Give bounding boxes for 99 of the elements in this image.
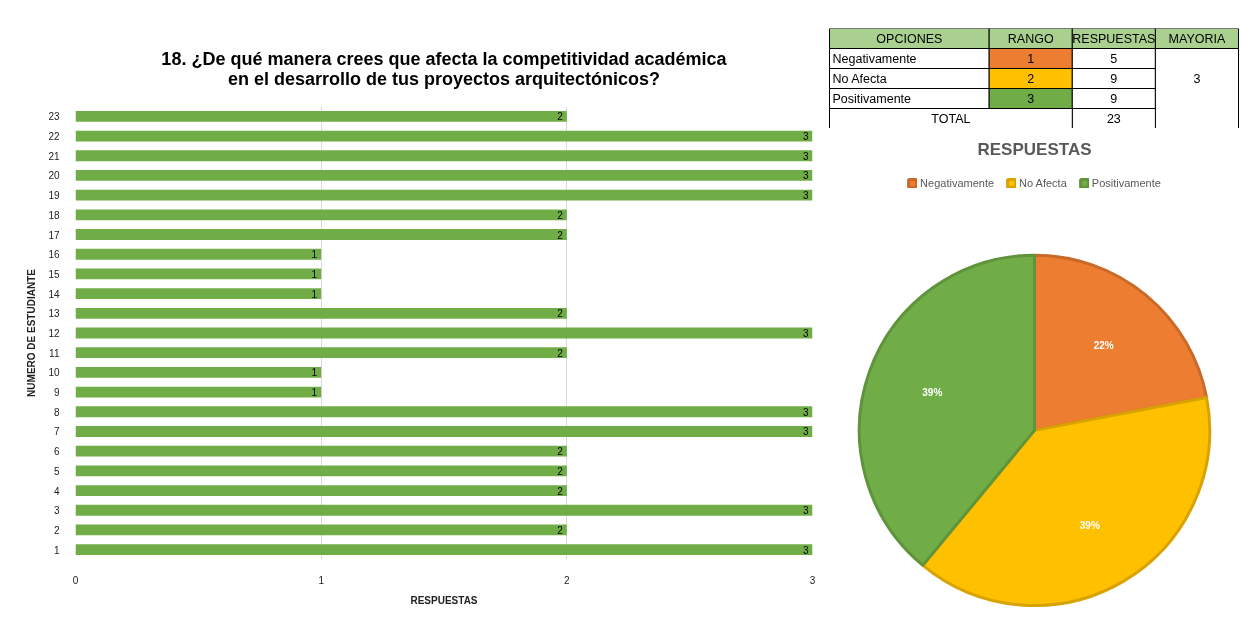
data-label: 2 (557, 229, 564, 241)
data-label: 1 (311, 288, 318, 300)
series-label: RANGO (1007, 31, 1054, 46)
bar (75, 327, 813, 339)
data-label: 9 (1110, 72, 1118, 86)
data-label: 3 (802, 131, 809, 143)
bar (75, 366, 322, 378)
bar (75, 406, 813, 418)
data-label: 1 (311, 268, 318, 280)
bar (75, 386, 322, 398)
y-tick-label: 23 (48, 111, 60, 123)
x-tick-label: 3 (809, 574, 816, 586)
y-tick-label: 9 (53, 387, 60, 399)
data-label: 2 (557, 524, 564, 536)
data-label: 22% (1093, 339, 1114, 351)
data-label: 1 (311, 249, 318, 261)
data-label: 3 (802, 150, 809, 162)
bar (75, 229, 567, 240)
bar (75, 426, 813, 437)
y-tick-label: 16 (48, 249, 60, 261)
bar (75, 445, 567, 457)
data-label: 1 (1027, 52, 1035, 66)
y-tick-label: 12 (48, 328, 60, 339)
data-label: 2 (557, 308, 564, 320)
data-label: 39% (1079, 519, 1100, 531)
y-tick-label: 5 (53, 465, 60, 477)
bar (75, 150, 813, 162)
bar (75, 268, 322, 280)
y-tick-label: 22 (48, 131, 60, 143)
data-label: 3 (802, 544, 809, 556)
legend-title: OPCIONES (876, 31, 943, 46)
legend-label: No Afecta (1019, 177, 1067, 189)
y-tick-label: 11 (49, 347, 60, 359)
bar (75, 465, 567, 477)
y-tick-label: 20 (48, 170, 60, 182)
y-tick-label: 17 (48, 229, 60, 241)
data-label: 1 (311, 387, 318, 399)
bar (75, 170, 813, 181)
x-axis-title: RESPUESTAS (410, 594, 478, 606)
y-tick-label: 13 (48, 308, 60, 320)
y-tick-label: 10 (48, 367, 60, 379)
x-tick-label: 2 (564, 574, 571, 586)
category-label: Positivamente (832, 91, 912, 106)
data-label: 3 (802, 406, 809, 418)
data-label: 39% (922, 387, 943, 399)
y-tick-label: 1 (53, 544, 60, 556)
bar (75, 248, 322, 260)
data-label: 1 (311, 367, 318, 379)
data-label: 3 (802, 170, 809, 182)
data-label: 2 (557, 446, 564, 458)
data-label: 5 (1110, 52, 1118, 66)
data-label: 2 (557, 465, 564, 477)
y-axis-title: NUMERO DE ESTUDIANTE (26, 268, 38, 397)
bar (75, 189, 813, 201)
data-label: 2 (557, 111, 564, 123)
data-label: 3 (802, 505, 809, 517)
category-label: Negativamente (832, 51, 917, 66)
data-label: 3 (1027, 92, 1035, 106)
data-label: 9 (1110, 92, 1118, 106)
bar (75, 347, 567, 359)
x-tick-label: 0 (72, 574, 79, 586)
y-tick-label: 2 (53, 524, 60, 536)
y-tick-label: 3 (53, 505, 60, 517)
data-label: 3 (1193, 72, 1201, 86)
bar (75, 288, 322, 300)
legend-label: Negativamente (920, 177, 995, 189)
y-tick-label: 4 (53, 485, 60, 497)
data-label: 2 (557, 347, 564, 359)
chart-title: 18. ¿De qué manera crees que afecta la competitividad académica en el desarrollo de tus proyectos arquitectónicos? (161, 48, 728, 89)
bar (75, 130, 813, 142)
y-tick-label: 8 (53, 406, 60, 418)
y-tick-label: 7 (53, 426, 60, 438)
data-label: 3 (802, 426, 809, 438)
category-label: No Afecta (832, 71, 887, 86)
data-label: 2 (557, 209, 564, 221)
bar (75, 544, 813, 556)
bar (75, 524, 567, 536)
y-tick-label: 18 (48, 209, 60, 221)
series-label: RESPUESTAS (1072, 31, 1156, 46)
legend-label: Positivamente (1091, 177, 1161, 189)
bar (75, 209, 567, 221)
bar (75, 504, 813, 516)
text: TOTAL (931, 111, 971, 126)
y-tick-label: 19 (48, 190, 60, 202)
data-label: 2 (557, 485, 564, 497)
x-tick-label: 1 (318, 574, 325, 586)
bar (75, 485, 567, 496)
y-tick-label: 6 (53, 446, 60, 458)
data-label: 3 (802, 190, 809, 202)
y-tick-label: 15 (48, 268, 60, 280)
category-label: 23 (1106, 112, 1121, 126)
series-label: MAYORIA (1168, 31, 1226, 46)
data-label: 2 (1027, 72, 1035, 86)
y-tick-label: 14 (48, 288, 60, 300)
y-tick-label: 21 (48, 150, 60, 162)
data-label: 3 (802, 328, 809, 339)
chart-title: RESPUESTAS (977, 139, 1092, 159)
bar (75, 307, 567, 319)
bar (75, 110, 567, 122)
